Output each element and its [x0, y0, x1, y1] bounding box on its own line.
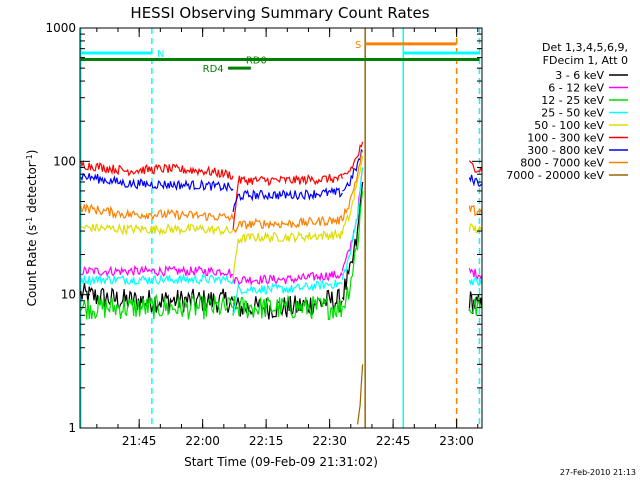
series-line-3-segment-3: [468, 276, 482, 287]
series-line-3-segment-0: [80, 272, 234, 287]
series-line-4-segment-2: [341, 155, 364, 234]
y-axis-label: Count Rate (s-1 detector-1): [25, 150, 40, 307]
legend-entry-label: 6 - 12 keV: [548, 82, 604, 95]
legend-entry-label: 12 - 25 keV: [541, 94, 604, 107]
x-axis-label: Start Time (09-Feb-09 21:31:02): [184, 455, 378, 469]
series-line-8-segment-0: [357, 364, 364, 425]
series-line-2-segment-3: [468, 297, 482, 316]
series-line-6-segment-3: [468, 174, 482, 187]
series-line-0-segment-1: [232, 288, 343, 320]
series-line-5-segment-1: [232, 173, 343, 231]
legend-header-line-1: Det 1,3,4,5,6,9,: [542, 41, 628, 54]
legend-entry-label: 800 - 7000 keV: [520, 157, 604, 170]
series-line-1-segment-0: [80, 264, 234, 279]
y-tick-label: 100: [53, 154, 76, 168]
series-line-3-segment-2: [341, 167, 364, 280]
chart-title: HESSI Observing Summary Count Rates: [130, 4, 429, 22]
series-line-2-segment-0: [80, 293, 234, 320]
series-line-6-segment-1: [232, 186, 343, 213]
legend-entry-label: 25 - 50 keV: [541, 107, 604, 120]
legend-entry-label: 50 - 100 keV: [534, 119, 604, 132]
legend-header-line-2: FDecim 1, Att 0: [543, 54, 628, 67]
series-line-5-segment-2: [342, 141, 364, 175]
y-tick-label: 10: [61, 288, 76, 302]
x-tick-label: 23:00: [439, 434, 474, 448]
legend-entry-label: 300 - 800 keV: [527, 144, 604, 157]
y-tick-label: 1: [68, 421, 76, 435]
x-tick-label: 21:45: [122, 434, 157, 448]
flag-label-2: RD0: [246, 56, 267, 67]
series-line-1-segment-1: [232, 270, 343, 286]
x-tick-label: 22:15: [249, 434, 284, 448]
legend-entry-label: 100 - 300 keV: [527, 132, 604, 145]
series-line-5-segment-0: [80, 159, 234, 180]
series-line-2-segment-1: [232, 294, 343, 321]
series-line-4-segment-3: [468, 223, 482, 234]
legend-entry-label: 7000 - 20000 keV: [506, 169, 604, 182]
series-line-2-segment-2: [342, 190, 364, 310]
x-tick-label: 22:45: [376, 434, 411, 448]
series-line-5-segment-3: [468, 160, 482, 173]
series-line-4-segment-0: [80, 222, 234, 237]
x-axis: 21:45 22:00 22:15 22:30 22:45 23:00: [96, 28, 479, 448]
series-line-1-segment-3: [468, 268, 482, 281]
series-line-7-segment-2: [341, 150, 364, 222]
timestamp: 27-Feb-2010 21:13: [560, 468, 636, 477]
series-line-7-segment-3: [468, 204, 482, 217]
legend: Det 1,3,4,5,6,9, FDecim 1, Att 0 3 - 6 k…: [506, 41, 628, 182]
y-axis: 1 10 100 1000: [45, 21, 482, 435]
x-tick-label: 22:30: [312, 434, 347, 448]
flag-label-0: N: [157, 49, 164, 60]
legend-entry-label: 3 - 6 keV: [555, 69, 604, 82]
series-line-6-segment-0: [80, 172, 234, 193]
series-line-7-segment-0: [80, 203, 234, 222]
plot-area: N RD0 RD4 S: [80, 28, 482, 428]
flag-label-3: RD4: [203, 64, 224, 75]
x-tick-label: 22:00: [185, 434, 220, 448]
series-line-6-segment-2: [342, 149, 363, 192]
series-line-4-segment-1: [232, 228, 343, 281]
series-line-7-segment-1: [232, 214, 343, 234]
flag-label-4: S: [355, 40, 361, 51]
series-line-3-segment-1: [232, 279, 343, 314]
series-line-0-segment-2: [341, 181, 364, 301]
plot-frame: [79, 27, 483, 429]
y-tick-label: 1000: [45, 21, 76, 35]
